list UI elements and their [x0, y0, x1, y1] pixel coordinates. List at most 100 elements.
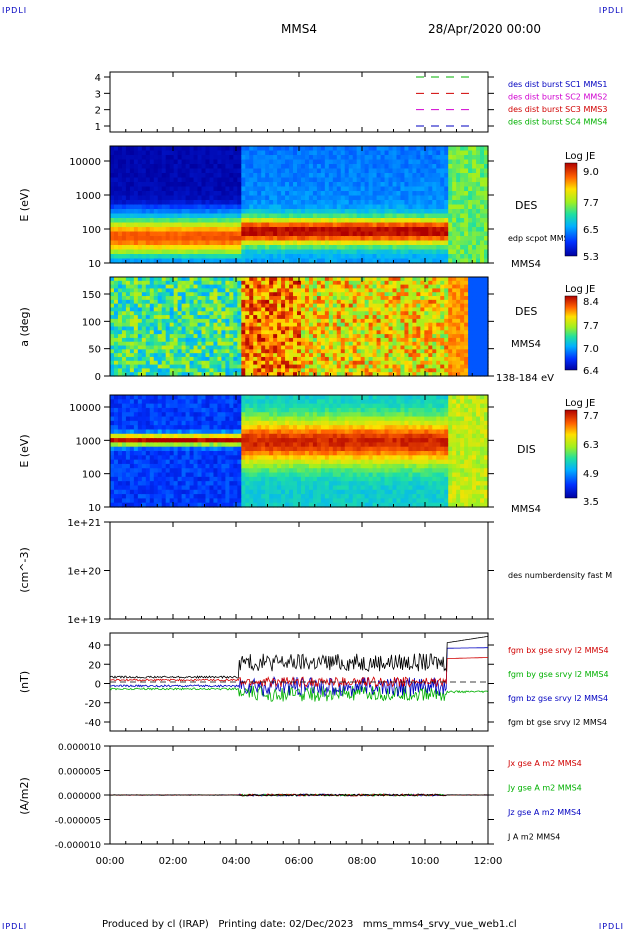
des-energy-cell [344, 204, 350, 210]
des-energy-cell [277, 186, 282, 192]
des-energy-cell [189, 200, 195, 206]
des-pitch-cell [416, 292, 421, 297]
des-energy-cell [157, 150, 163, 156]
des-pitch-cell [245, 322, 250, 328]
des-energy-cell [304, 173, 310, 179]
des-pitch-cell [484, 277, 489, 282]
des-energy-cell [205, 150, 211, 156]
des-pitch-cell [344, 349, 350, 354]
des-energy-cell [249, 168, 254, 174]
des-energy-cell [320, 213, 326, 219]
des-energy-cell [356, 191, 362, 197]
des-energy-cell [392, 177, 398, 183]
des-pitch-cell [125, 322, 131, 328]
des-energy-cell [452, 191, 457, 197]
des-energy-cell [356, 173, 362, 179]
des-energy-cell [209, 204, 215, 210]
des-energy-cell [444, 213, 449, 219]
des-energy-y-label: 10000 [69, 157, 101, 168]
des-pitch-cell [344, 277, 350, 282]
des-pitch-cell [237, 372, 242, 377]
des-energy-cell [312, 231, 318, 237]
des-energy-cell [452, 227, 457, 233]
des-energy-cell [221, 146, 226, 152]
des-pitch-cell [205, 372, 211, 377]
des-energy-cell [249, 146, 254, 152]
des-energy-cell [480, 249, 485, 255]
des-energy-cell [161, 173, 167, 179]
des-energy-cell [412, 258, 417, 264]
des-pitch-cell [308, 311, 314, 316]
des-pitch-cell [165, 330, 171, 335]
des-pitch-cell [181, 311, 187, 316]
des-pitch-cell [121, 311, 127, 316]
des-pitch-cell [133, 296, 139, 301]
des-energy-cell [396, 182, 402, 188]
des-pitch-cell [432, 341, 437, 347]
des-pitch-cell [324, 326, 330, 331]
des-pitch-cell [388, 284, 394, 290]
des-pitch-cell [293, 368, 298, 373]
des-pitch-cell [293, 356, 298, 362]
des-pitch-cell [400, 353, 406, 358]
des-energy-cell [157, 173, 163, 179]
des-energy-cell [197, 258, 203, 264]
des-pitch-cell [444, 322, 449, 328]
des-energy-cell [384, 155, 390, 161]
des-energy-cell [412, 213, 417, 219]
des-energy-cell [141, 254, 147, 260]
des-pitch-cell [364, 360, 370, 366]
des-pitch-cell [110, 368, 115, 373]
des-pitch-cell [420, 334, 425, 339]
des-energy-cell [484, 168, 489, 174]
des-pitch-cell [193, 372, 199, 377]
des-energy-cell [129, 218, 135, 224]
des-pitch-cell [316, 322, 322, 328]
des-energy-cell [141, 159, 147, 165]
des-pitch-cell [392, 353, 398, 358]
des-pitch-cell [209, 288, 215, 293]
des-pitch-cell [464, 326, 469, 331]
des-energy-cell [456, 168, 461, 174]
des-energy-cell [205, 200, 211, 206]
des-energy-cell [257, 195, 262, 201]
des-pitch-cell [193, 288, 199, 293]
des-pitch-cell [117, 303, 123, 309]
des-pitch-cell [229, 288, 234, 293]
des-energy-cell [340, 177, 346, 183]
des-pitch-cell [388, 277, 394, 282]
des-energy-cell [253, 150, 258, 156]
des-energy-cell [476, 200, 481, 206]
des-pitch-cell [161, 299, 167, 305]
des-energy-cell [308, 245, 314, 251]
des-pitch-cell [320, 345, 326, 350]
des-energy-cell [217, 258, 223, 264]
des-energy-cell [181, 204, 187, 210]
des-energy-cell [165, 222, 171, 228]
des-energy-cell [265, 222, 270, 228]
des-pitch-cell [440, 341, 445, 347]
des-pitch-cell [440, 368, 445, 373]
des-energy-cell [424, 236, 429, 242]
des-energy-cell [460, 204, 465, 210]
des-pitch-cell [428, 288, 433, 293]
des-pitch-cell [452, 368, 457, 373]
des-pitch-cell [468, 284, 473, 290]
des-energy-cell [324, 249, 330, 255]
des-energy-cell [229, 236, 234, 242]
des-energy-cell [428, 254, 433, 260]
des-pitch-cell [157, 372, 163, 377]
des-pitch-cell [360, 326, 366, 331]
des-energy-cell [129, 236, 135, 242]
des-pitch-cell [320, 360, 326, 366]
des-pitch-cell [225, 307, 230, 312]
des-pitch-cell [392, 299, 398, 305]
des-energy-cell [324, 218, 330, 224]
des-pitch-cell [121, 360, 127, 366]
des-energy-cell [388, 209, 394, 215]
des-pitch-cell [372, 353, 378, 358]
des-pitch-cell [452, 307, 457, 312]
des-pitch-cell [432, 311, 437, 316]
des-pitch-cell [312, 296, 318, 301]
des-energy-cell [261, 209, 266, 215]
